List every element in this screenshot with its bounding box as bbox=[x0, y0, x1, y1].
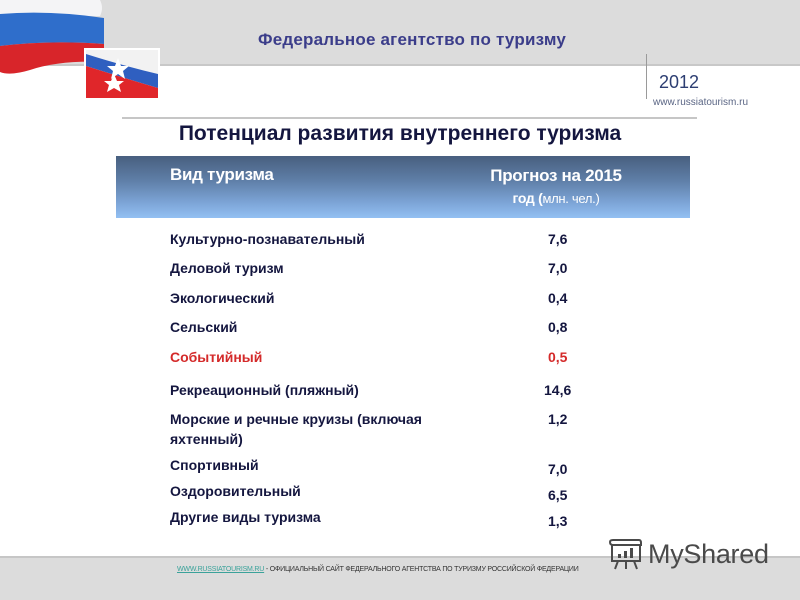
vertical-divider bbox=[646, 54, 647, 99]
table-row-label: Спортивный bbox=[170, 457, 259, 473]
table-row-label: Морские и речные круизы (включая яхтенны… bbox=[170, 411, 422, 447]
table-row-value: 1,2 bbox=[548, 411, 568, 427]
footer-text: WWW.RUSSIATOURISM.RU - ОФИЦИАЛЬНЫЙ САЙТ … bbox=[177, 566, 579, 573]
column-header-forecast: Прогноз на 2015 год (млн. чел.) bbox=[476, 165, 636, 210]
table-header: Вид туризма Прогноз на 2015 год (млн. че… bbox=[116, 156, 690, 218]
presentation-chart-icon bbox=[608, 539, 642, 570]
table-row-label: Другие виды туризма bbox=[170, 509, 321, 525]
table-row-value: 0,8 bbox=[548, 319, 568, 335]
tourism-agency-logo-icon bbox=[84, 48, 160, 100]
table-row-value-highlighted: 0,5 bbox=[548, 349, 568, 365]
table-row-value: 14,6 bbox=[544, 382, 572, 398]
myshared-watermark: MyShared bbox=[608, 536, 769, 572]
table-row-value: 7,0 bbox=[548, 461, 568, 477]
agency-title: Федеральное агентство по туризму bbox=[258, 30, 567, 49]
table-row-value: 7,6 bbox=[548, 231, 568, 247]
horizontal-divider bbox=[122, 117, 697, 119]
table-row-label: Экологический bbox=[170, 290, 275, 306]
table-row-value: 6,5 bbox=[548, 487, 568, 503]
column-header-type: Вид туризма bbox=[170, 165, 274, 184]
table-row-value: 1,3 bbox=[548, 513, 568, 529]
table-row-label: Культурно-познавательный bbox=[170, 231, 365, 247]
footer-site-link[interactable]: WWW.RUSSIATOURISM.RU bbox=[177, 566, 265, 573]
forecast-header-year: год ( bbox=[512, 190, 543, 206]
table-row-value: 7,0 bbox=[548, 260, 568, 276]
forecast-header-line2: год (млн. чел.) bbox=[476, 187, 636, 210]
year-label: 2012 bbox=[659, 72, 700, 92]
footer-description: - ОФИЦИАЛЬНЫЙ САЙТ ФЕДЕРАЛЬНОГО АГЕНТСТВ… bbox=[264, 566, 579, 573]
slide-title-text: Потенциал развития внутреннего туризма bbox=[178, 122, 622, 145]
table-row-value: 0,4 bbox=[548, 290, 568, 306]
table-row-label: Деловой туризм bbox=[170, 260, 284, 276]
site-url: www.russiatourism.ru bbox=[653, 97, 749, 108]
forecast-header-line1: Прогноз на 2015 bbox=[490, 166, 622, 185]
table-row-label-highlighted: Событийный bbox=[170, 349, 263, 365]
table-row-label: Оздоровительный bbox=[170, 483, 301, 499]
watermark-text: MyShared bbox=[648, 538, 769, 569]
footer-band bbox=[0, 556, 800, 600]
logo-flags bbox=[0, 0, 165, 100]
russian-flag-icon bbox=[0, 0, 104, 74]
slide-title: Потенциал развития внутреннего туризма bbox=[0, 122, 800, 146]
table-row-label: Рекреационный (пляжный) bbox=[170, 382, 359, 398]
forecast-header-unit: млн. чел.) bbox=[542, 191, 600, 206]
table-row-label: Сельский bbox=[170, 319, 238, 335]
